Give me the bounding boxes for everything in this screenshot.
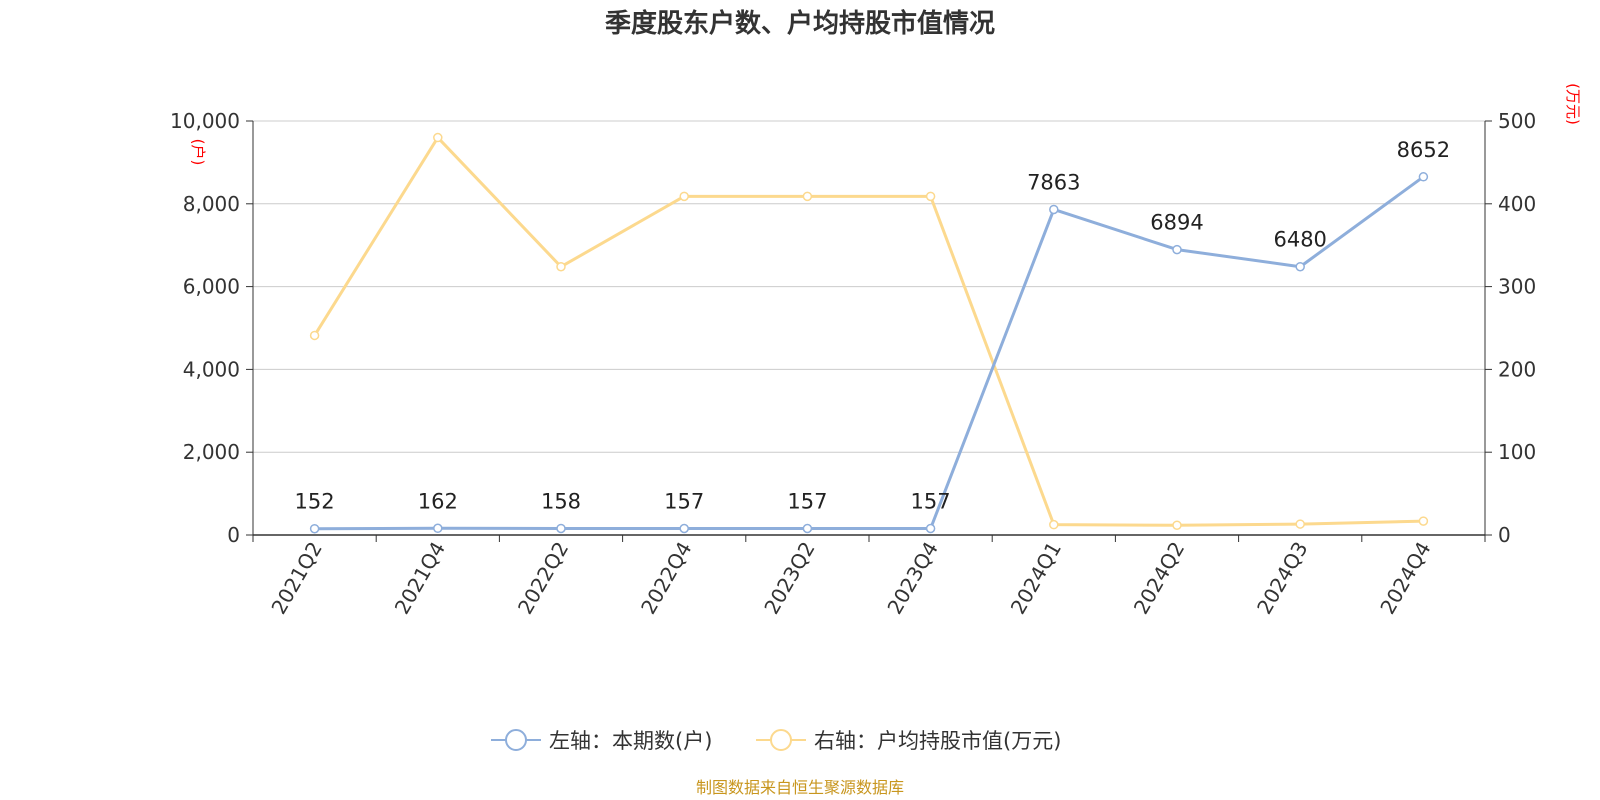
data-label: 162 [418, 489, 458, 513]
data-label: 157 [911, 490, 951, 514]
right-tick-label: 500 [1498, 109, 1536, 133]
data-point-0 [1295, 261, 1305, 272]
data-label: 6480 [1273, 228, 1326, 252]
data-label: 157 [787, 490, 827, 514]
right-tick-label: 100 [1498, 440, 1536, 464]
data-label: 7863 [1027, 170, 1080, 194]
data-label: 158 [541, 489, 581, 513]
x-tick-label: 2021Q2 [266, 538, 326, 619]
source-note: 制图数据来自恒生聚源数据库 [696, 778, 904, 797]
right-tick-label: 0 [1498, 523, 1511, 547]
data-point-1 [802, 191, 813, 202]
data-label: 157 [664, 490, 704, 514]
x-tick-label: 2022Q2 [513, 538, 573, 619]
legend-swatch-marker [770, 729, 792, 751]
data-point-1 [1295, 519, 1305, 529]
left-tick-label: 8,000 [183, 192, 240, 216]
series-line-0 [314, 175, 1425, 531]
data-point-1 [309, 330, 320, 341]
x-tick-label: 2024Q2 [1129, 538, 1189, 619]
left-tick-label: 0 [227, 523, 240, 547]
x-tick-label: 2023Q4 [882, 538, 942, 619]
x-tick-label: 2023Q2 [759, 538, 819, 619]
data-point-0 [679, 523, 689, 534]
data-point-0 [1049, 204, 1059, 215]
left-tick-label: 2,000 [183, 440, 240, 464]
x-tick-label: 2021Q4 [390, 538, 450, 619]
data-point-0 [802, 523, 813, 534]
legend-swatch-marker [505, 729, 527, 751]
legend-label: 右轴：户均持股市值(万元) [814, 729, 1061, 753]
left-axis-unit: (户) [189, 139, 207, 166]
grid-lines [253, 120, 1485, 453]
right-tick-label: 200 [1498, 357, 1536, 381]
right-tick-label: 300 [1498, 275, 1536, 299]
data-label: 8652 [1397, 138, 1450, 162]
axes: 0 0 2,000 100 4,000 200 6,000 300 8,000 400 10,000… [170, 109, 1536, 618]
data-point-0 [1172, 244, 1182, 255]
left-tick-label: 6,000 [183, 275, 240, 299]
data-label: 152 [295, 490, 335, 514]
data-point-1 [679, 191, 689, 202]
right-tick-label: 400 [1498, 192, 1536, 216]
data-point-0 [1418, 172, 1429, 182]
data-point-0 [433, 523, 443, 534]
data-point-1 [1049, 519, 1059, 530]
right-axis-unit: (万元) [1564, 83, 1582, 125]
series-line-1 [313, 136, 1424, 527]
left-tick-label: 4,000 [183, 357, 240, 381]
series-layer: 152 162 158 157 157 157 7863 6894 6480 8652 [295, 132, 1450, 534]
data-point-1 [556, 261, 566, 272]
x-tick-label: 2024Q4 [1375, 538, 1435, 619]
data-point-0 [925, 523, 936, 534]
x-tick-label: 2024Q1 [1006, 538, 1066, 619]
data-point-1 [925, 191, 936, 202]
data-point-0 [309, 523, 320, 534]
x-tick-label: 2024Q3 [1252, 538, 1312, 619]
legend[interactable]: 左轴：本期数(户) 右轴：户均持股市值(万元) [491, 729, 1061, 753]
data-label: 6894 [1150, 211, 1203, 235]
data-point-1 [433, 132, 443, 143]
chart-title: 季度股东户数、户均持股市值情况 [605, 8, 995, 39]
legend-label: 左轴：本期数(户) [549, 729, 712, 753]
data-point-1 [1172, 520, 1182, 530]
x-tick-label: 2022Q4 [636, 538, 696, 619]
data-point-1 [1418, 516, 1429, 526]
data-point-0 [556, 523, 566, 534]
left-tick-label: 10,000 [170, 109, 240, 133]
